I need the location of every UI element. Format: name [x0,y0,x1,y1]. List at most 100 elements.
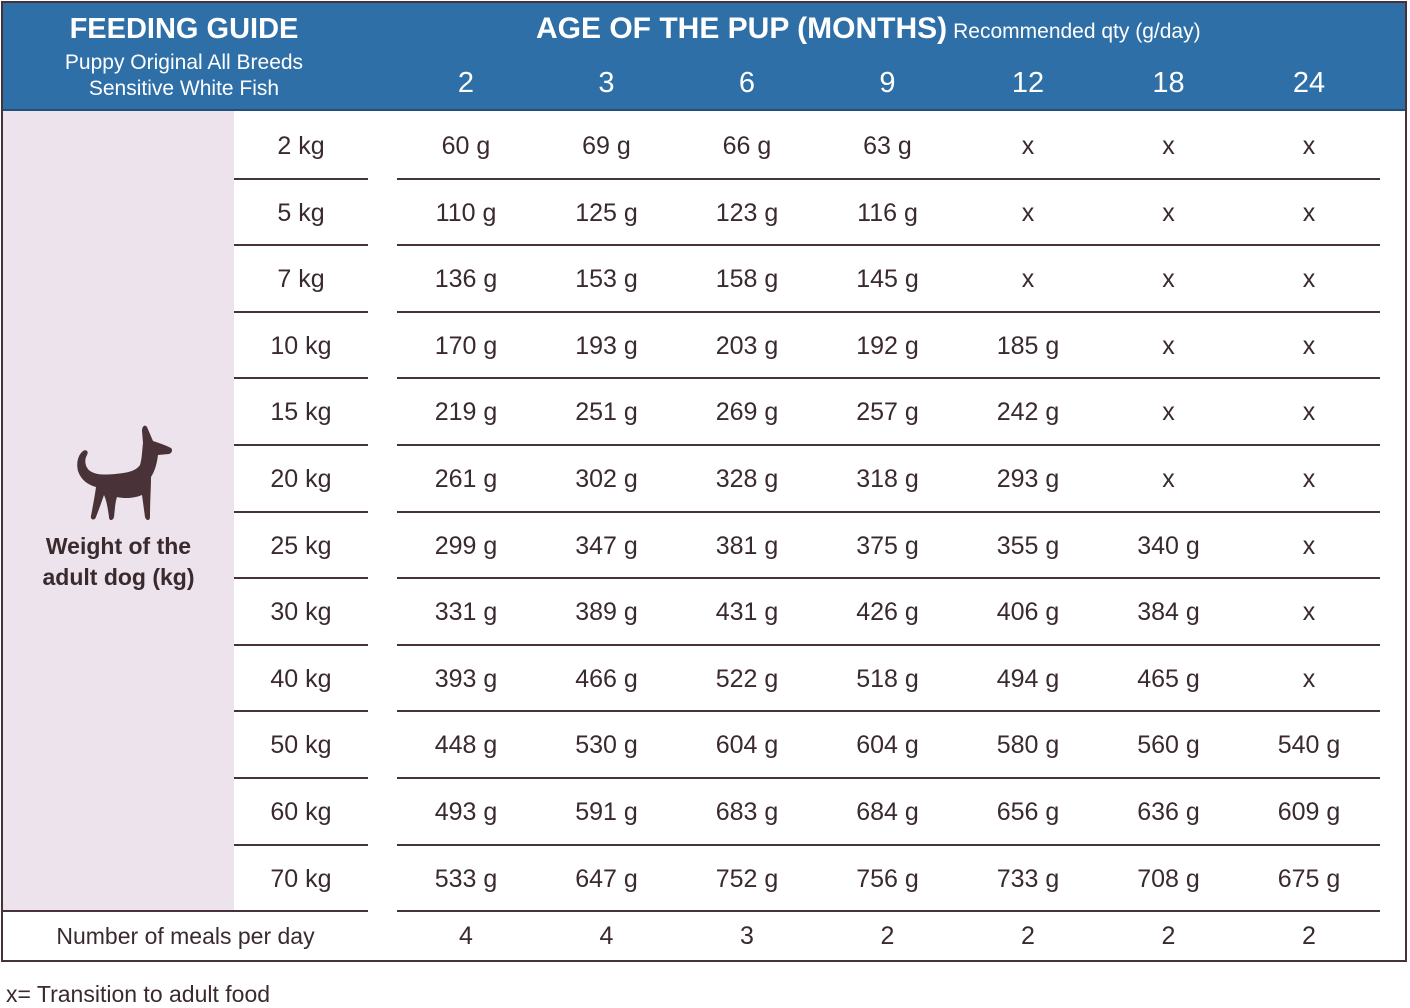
table-header: FEEDING GUIDE Puppy Original All Breeds … [3,3,1405,111]
row-divider [234,910,368,913]
quantity-cell: 293 g [996,465,1060,493]
quantity-cell: 389 g [575,598,638,627]
quantity-cell: 466 g [575,664,638,693]
row-divider [234,177,368,180]
weight-cell: 20 kg [270,465,332,493]
quantity-cell: 110 g [435,198,497,227]
quantity-cell: 533 g [434,864,498,893]
quantity-cell: x [1021,265,1035,294]
month-header-18: 18 [1152,67,1185,99]
meals-per-day-label: Number of meals per day [56,923,315,949]
product-name-line1: Puppy Original All Breeds [64,51,304,74]
recommended-qty-note: Recommended qty (g/day) [953,20,1201,43]
quantity-cell: 683 g [715,798,779,826]
quantity-cell: 448 g [434,731,498,760]
row-divider [397,510,1380,513]
footnote: x= Transition to adult food [6,981,271,1007]
quantity-cell: x [1162,465,1175,493]
month-header-6: 6 [738,67,756,99]
quantity-cell: 261 g [434,465,498,493]
meals-cell: 4 [599,922,614,950]
quantity-cell: 242 g [996,398,1060,427]
quantity-cell: 518 g [856,664,919,693]
quantity-cell: x [1302,331,1316,360]
quantity-cell: 752 g [715,864,779,893]
quantity-cell: x [1162,331,1175,360]
quantity-cell: 192 g [856,331,919,360]
quantity-cell: 347 g [575,531,638,560]
quantity-cell: 299 g [434,531,498,560]
weight-side-panel: Weight of the adult dog (kg) [3,111,234,911]
quantity-cell: 125 g [575,198,638,227]
weight-cell: 2 kg [277,132,325,160]
row-divider [397,177,1380,180]
quantity-cell: x [1302,664,1316,693]
quantity-cell: 393 g [434,664,498,693]
age-heading: AGE OF THE PUP (MONTHS) Recommended qty (… [536,12,1201,46]
quantity-cell: 66 g [722,132,772,160]
quantity-cell: x [1302,198,1316,227]
quantity-cell: 647 g [575,864,638,893]
row-divider [234,377,368,380]
meals-cell: 4 [459,922,473,950]
weight-cell: 70 kg [270,864,332,893]
quantity-cell: 257 g [856,398,919,427]
age-title: AGE OF THE PUP (MONTHS) [536,12,948,45]
quantity-cell: 708 g [1137,864,1200,893]
quantity-cell: 675 g [1277,864,1341,893]
row-divider [234,244,368,247]
quantity-cell: 69 g [582,132,631,160]
month-header-9: 9 [879,67,896,99]
quantity-cell: 384 g [1137,598,1200,627]
quantity-cell: 355 g [996,531,1060,560]
quantity-cell: 136 g [434,265,498,294]
quantity-cell: 494 g [996,664,1060,693]
weight-cell: 30 kg [270,598,332,627]
row-divider [397,643,1380,646]
row-divider [234,710,368,713]
quantity-cell: 193 g [575,331,638,360]
quantity-cell: x [1302,465,1316,493]
quantity-cell: 684 g [856,798,919,826]
quantity-cell: 375 g [856,531,919,560]
quantity-cell: 493 g [434,798,498,826]
quantity-cell: 63 g [863,132,912,160]
meals-cell: 3 [740,922,754,950]
quantity-cell: 269 g [715,398,779,427]
quantity-cell: 340 g [1137,531,1200,560]
feeding-guide-table: FEEDING GUIDE Puppy Original All Breeds … [1,1,1407,962]
meals-cell: 2 [1021,922,1035,950]
quantity-cell: x [1021,132,1035,160]
month-header-24: 24 [1292,67,1326,99]
quantity-cell: 302 g [575,465,638,493]
weight-cell: 60 kg [270,798,332,826]
quantity-cell: x [1302,398,1316,427]
row-divider [234,444,368,446]
row-divider [397,710,1380,713]
quantity-cell: 251 g [575,398,638,427]
weight-cell: 7 kg [277,265,325,294]
quantity-cell: 465 g [1137,664,1200,693]
quantity-cell: 219 g [434,398,498,427]
quantity-cell: 116 g [857,198,918,227]
row-divider [234,310,368,313]
quantity-cell: 318 g [856,465,919,493]
feeding-guide-title: FEEDING GUIDE [69,13,299,45]
weight-label-line1: Weight of the [45,533,192,559]
quantity-cell: x [1162,198,1175,227]
quantity-cell: 530 g [575,731,638,760]
quantity-cell: 733 g [996,864,1060,893]
quantity-cell: 328 g [715,465,779,493]
weight-cell: 15 kg [270,398,332,427]
quantity-cell: 185 g [996,331,1060,360]
quantity-cell: x [1302,598,1316,627]
quantity-cell: x [1021,198,1035,227]
quantity-cell: 381 g [715,531,779,560]
row-divider [397,843,1380,846]
quantity-cell: 756 g [856,864,919,893]
weight-label-line2: adult dog (kg) [42,564,195,590]
meals-cell: 2 [1302,922,1316,950]
product-name-line2: Sensitive White Fish [88,77,280,100]
row-divider [397,310,1380,313]
row-divider [397,244,1380,247]
